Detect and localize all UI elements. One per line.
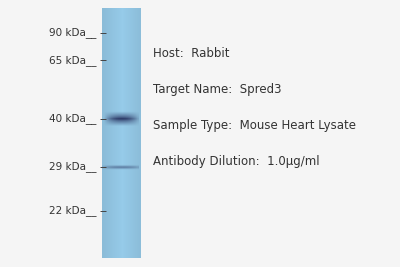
Text: 65 kDa__: 65 kDa__ [48,55,96,66]
Text: Antibody Dilution:  1.0μg/ml: Antibody Dilution: 1.0μg/ml [153,155,320,168]
Text: 22 kDa__: 22 kDa__ [48,205,96,216]
Text: Host:  Rabbit: Host: Rabbit [153,47,230,60]
Text: 90 kDa__: 90 kDa__ [49,27,96,38]
Text: Target Name:  Spred3: Target Name: Spred3 [153,83,282,96]
Text: 29 kDa__: 29 kDa__ [48,161,96,172]
Text: Sample Type:  Mouse Heart Lysate: Sample Type: Mouse Heart Lysate [153,119,356,132]
Text: 40 kDa__: 40 kDa__ [49,113,96,124]
